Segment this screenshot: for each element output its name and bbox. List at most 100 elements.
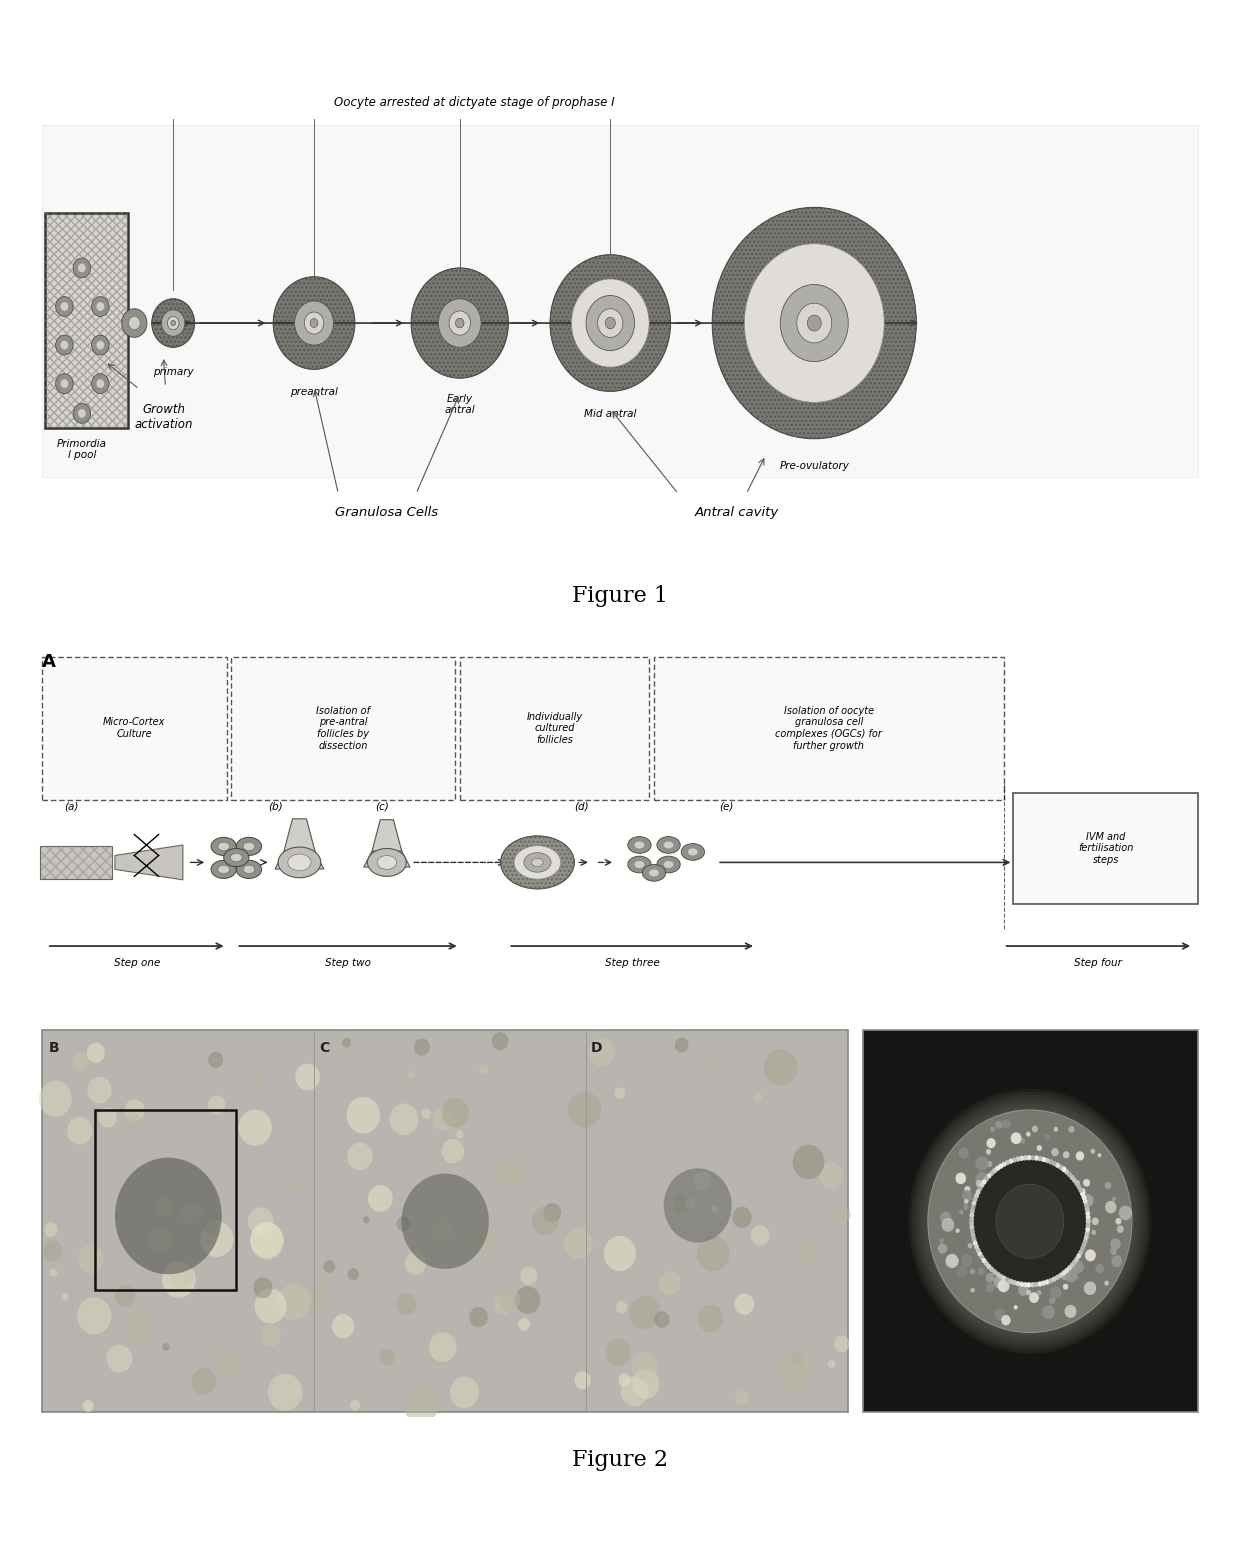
Circle shape <box>620 1376 649 1406</box>
Circle shape <box>268 1374 303 1411</box>
Circle shape <box>254 1289 286 1323</box>
Circle shape <box>429 1332 456 1362</box>
Circle shape <box>363 1216 370 1224</box>
Circle shape <box>977 1252 982 1256</box>
Circle shape <box>568 1092 601 1128</box>
Circle shape <box>92 335 109 355</box>
Circle shape <box>324 1259 335 1273</box>
Circle shape <box>970 1216 975 1222</box>
Circle shape <box>972 1197 977 1202</box>
Circle shape <box>753 1092 763 1101</box>
Circle shape <box>379 1348 394 1365</box>
Circle shape <box>250 1222 283 1258</box>
Polygon shape <box>115 846 184 880</box>
Circle shape <box>998 1163 1003 1169</box>
Circle shape <box>973 1160 1086 1283</box>
Text: Individually
cultured
follicles: Individually cultured follicles <box>526 711 583 745</box>
Circle shape <box>377 855 397 869</box>
Circle shape <box>987 1173 992 1179</box>
Circle shape <box>43 1241 62 1261</box>
Circle shape <box>1052 1160 1056 1166</box>
Circle shape <box>1012 1279 1017 1286</box>
Circle shape <box>551 254 671 392</box>
Circle shape <box>87 1077 112 1103</box>
Circle shape <box>658 1272 681 1295</box>
Circle shape <box>92 373 109 393</box>
Circle shape <box>368 1185 393 1211</box>
Polygon shape <box>363 850 410 867</box>
Circle shape <box>1091 1230 1096 1235</box>
Circle shape <box>97 302 104 311</box>
Circle shape <box>1004 1278 1009 1283</box>
Text: (c): (c) <box>376 802 389 812</box>
Circle shape <box>1079 1250 1084 1255</box>
Circle shape <box>976 1156 988 1171</box>
Circle shape <box>1074 1256 1079 1261</box>
Circle shape <box>688 849 698 855</box>
Circle shape <box>986 1149 991 1154</box>
Circle shape <box>1081 1242 1086 1247</box>
Circle shape <box>1080 1245 1085 1252</box>
Circle shape <box>408 1070 415 1078</box>
Circle shape <box>310 1284 331 1306</box>
Circle shape <box>959 1148 968 1159</box>
Circle shape <box>450 1377 479 1408</box>
Circle shape <box>1027 1156 1032 1160</box>
Circle shape <box>1058 1273 1063 1278</box>
Text: D: D <box>591 1041 603 1055</box>
Circle shape <box>67 1117 93 1145</box>
Circle shape <box>347 1269 360 1281</box>
Circle shape <box>1064 1269 1069 1273</box>
Circle shape <box>965 1187 971 1193</box>
Circle shape <box>237 838 262 855</box>
Circle shape <box>543 1204 562 1222</box>
Circle shape <box>796 1236 820 1262</box>
Circle shape <box>211 860 237 878</box>
Circle shape <box>469 1307 487 1327</box>
Circle shape <box>779 1352 813 1389</box>
Circle shape <box>928 1111 1132 1332</box>
Circle shape <box>673 1194 692 1214</box>
Circle shape <box>231 853 242 861</box>
Circle shape <box>1044 1134 1050 1140</box>
Circle shape <box>1073 1261 1084 1273</box>
Circle shape <box>914 1095 1146 1348</box>
Circle shape <box>627 857 651 874</box>
Circle shape <box>574 1371 590 1389</box>
Circle shape <box>970 1213 975 1218</box>
Circle shape <box>97 341 104 350</box>
Circle shape <box>243 866 254 874</box>
Circle shape <box>1095 1264 1104 1273</box>
Circle shape <box>56 335 73 355</box>
Circle shape <box>1076 1185 1081 1190</box>
Circle shape <box>663 861 673 867</box>
Circle shape <box>191 1368 216 1394</box>
Circle shape <box>350 1400 360 1411</box>
Circle shape <box>635 861 645 867</box>
Circle shape <box>1069 1126 1075 1132</box>
Text: C: C <box>319 1041 329 1055</box>
Circle shape <box>278 847 321 878</box>
Text: primary: primary <box>153 367 193 376</box>
Circle shape <box>828 1360 836 1368</box>
Circle shape <box>681 844 704 860</box>
Circle shape <box>1079 1188 1084 1193</box>
Circle shape <box>1066 1173 1071 1177</box>
Circle shape <box>427 1348 441 1365</box>
Circle shape <box>975 1244 978 1250</box>
Circle shape <box>1091 1218 1099 1225</box>
Circle shape <box>149 1227 174 1255</box>
Circle shape <box>45 1222 58 1238</box>
Circle shape <box>1012 1157 1017 1163</box>
Circle shape <box>456 1131 464 1139</box>
Circle shape <box>441 1139 464 1163</box>
Circle shape <box>996 1166 999 1171</box>
Circle shape <box>712 1205 718 1213</box>
Circle shape <box>171 321 176 325</box>
Circle shape <box>1029 1292 1039 1303</box>
Circle shape <box>1002 1162 1007 1166</box>
Circle shape <box>1083 1199 1087 1204</box>
Circle shape <box>970 1208 975 1214</box>
Circle shape <box>937 1244 947 1253</box>
Circle shape <box>1065 1269 1078 1283</box>
